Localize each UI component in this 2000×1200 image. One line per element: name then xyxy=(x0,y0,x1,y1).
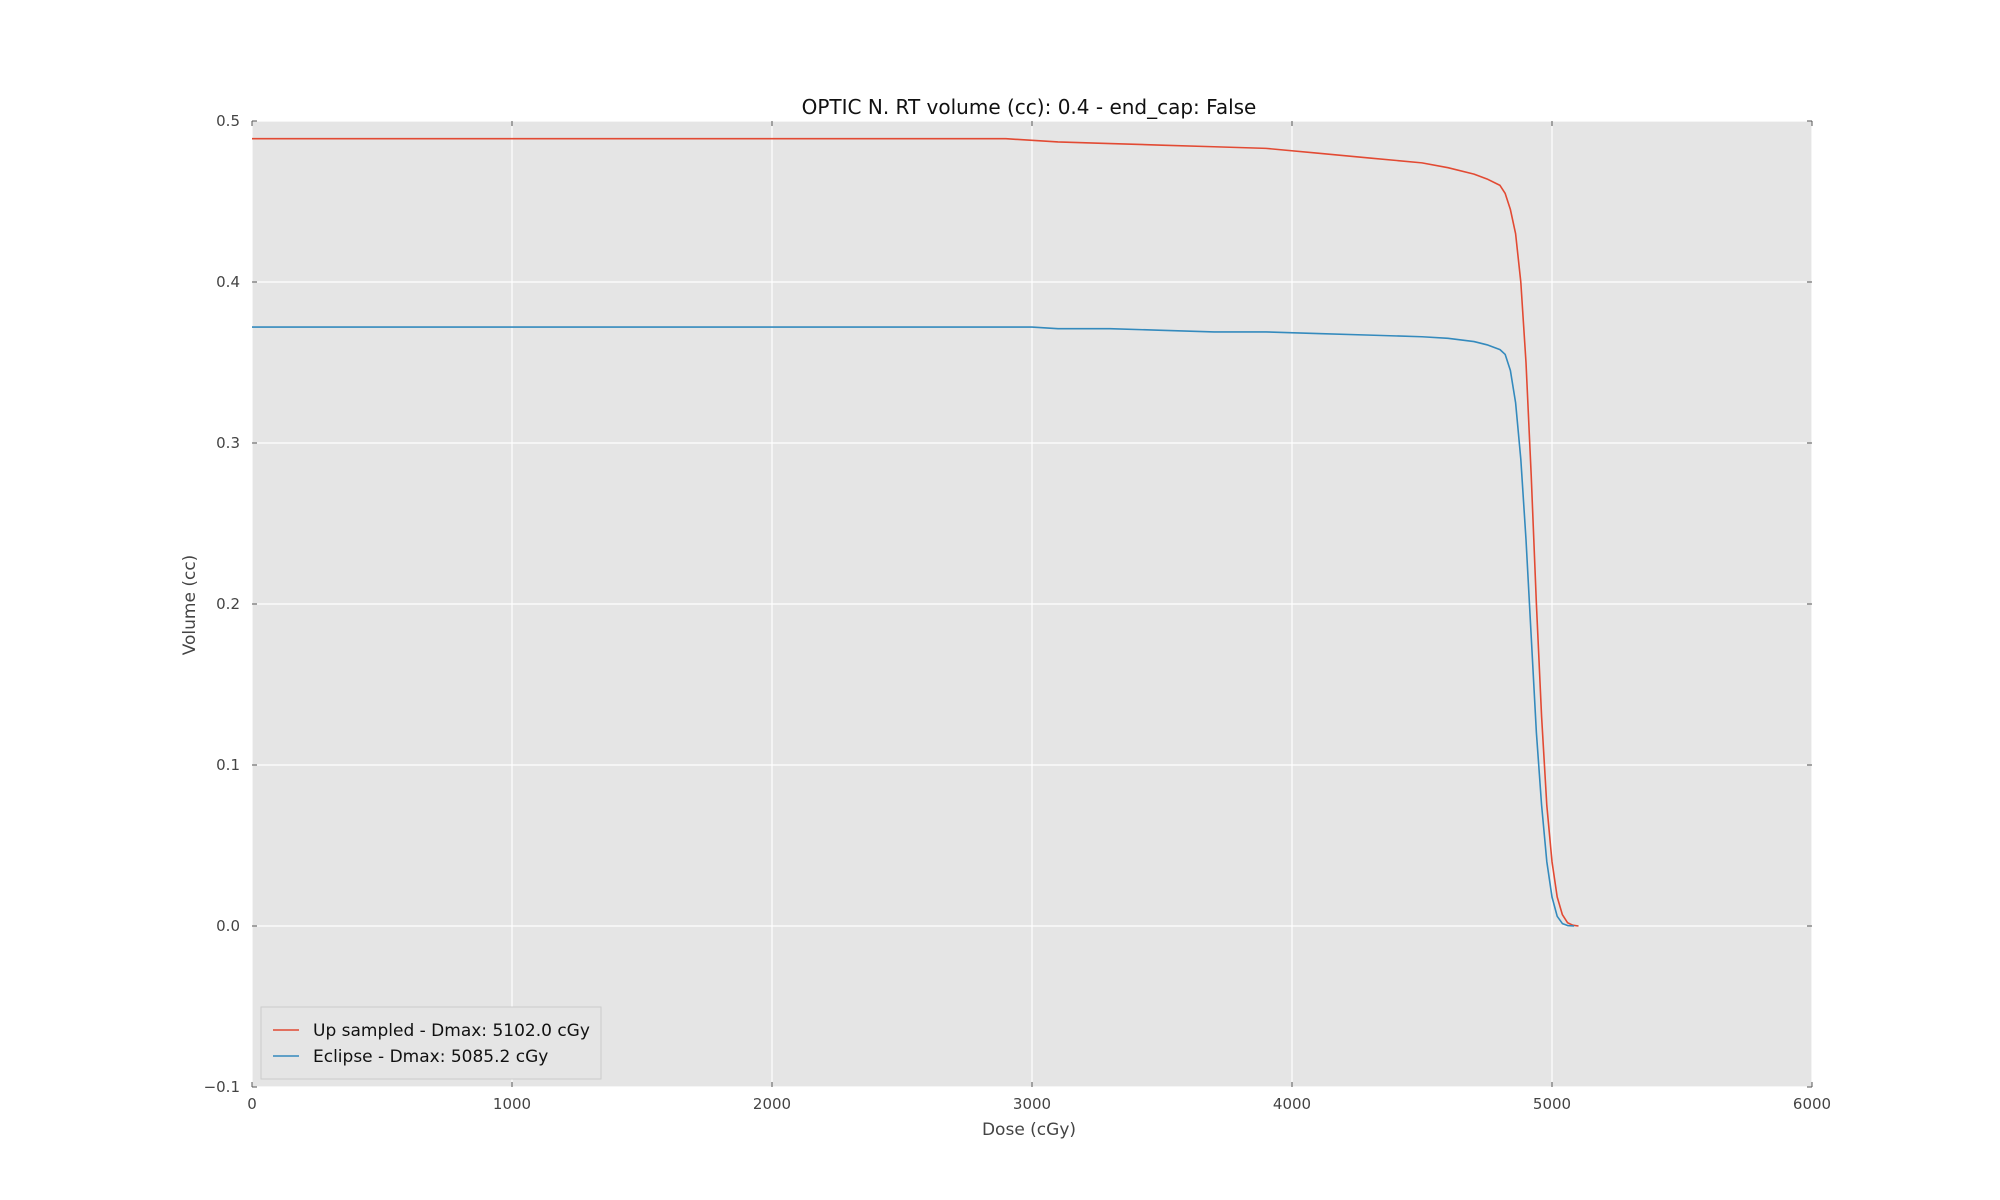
legend-box xyxy=(260,1006,602,1080)
x-axis-label: Dose (cGy) xyxy=(982,1120,1076,1140)
x-tick-label: 4000 xyxy=(1273,1095,1311,1113)
x-tick-label: 2000 xyxy=(753,1095,791,1113)
y-tick-label: 0.5 xyxy=(216,112,240,130)
series-line-2 xyxy=(252,326,1575,927)
x-tick-label: 3000 xyxy=(1013,1095,1051,1113)
legend-entry: Up sampled - Dmax: 5102.0 cGy xyxy=(313,1021,590,1041)
y-tick-label: 0.3 xyxy=(216,434,240,452)
x-tick-label: 5000 xyxy=(1533,1095,1571,1113)
y-tick-label: 0.1 xyxy=(216,756,240,774)
series-line-1 xyxy=(252,137,1579,927)
y-tick-label: 0.0 xyxy=(216,917,240,935)
x-tick-label: 1000 xyxy=(493,1095,531,1113)
series-layer xyxy=(252,137,1579,927)
axis-ticks: 0 1000 2000 3000 4000 5000 6000 −0.1 0.0 0.1 0.2 0.… xyxy=(204,112,1832,1113)
x-tick-label: 6000 xyxy=(1793,1095,1831,1113)
y-axis-label: Volume (cc) xyxy=(180,555,200,656)
legend: Up sampled - Dmax: 5102.0 cGy Eclipse - D… xyxy=(260,1006,602,1080)
y-tick-label: 0.2 xyxy=(216,595,240,613)
y-tick-label: 0.4 xyxy=(216,273,240,291)
x-tick-label: 0 xyxy=(247,1095,257,1113)
legend-entry: Eclipse - Dmax: 5085.2 cGy xyxy=(313,1047,548,1067)
y-tick-label: −0.1 xyxy=(204,1078,240,1096)
chart-title: OPTIC N. RT volume (cc): 0.4 - end_cap: … xyxy=(802,95,1257,119)
